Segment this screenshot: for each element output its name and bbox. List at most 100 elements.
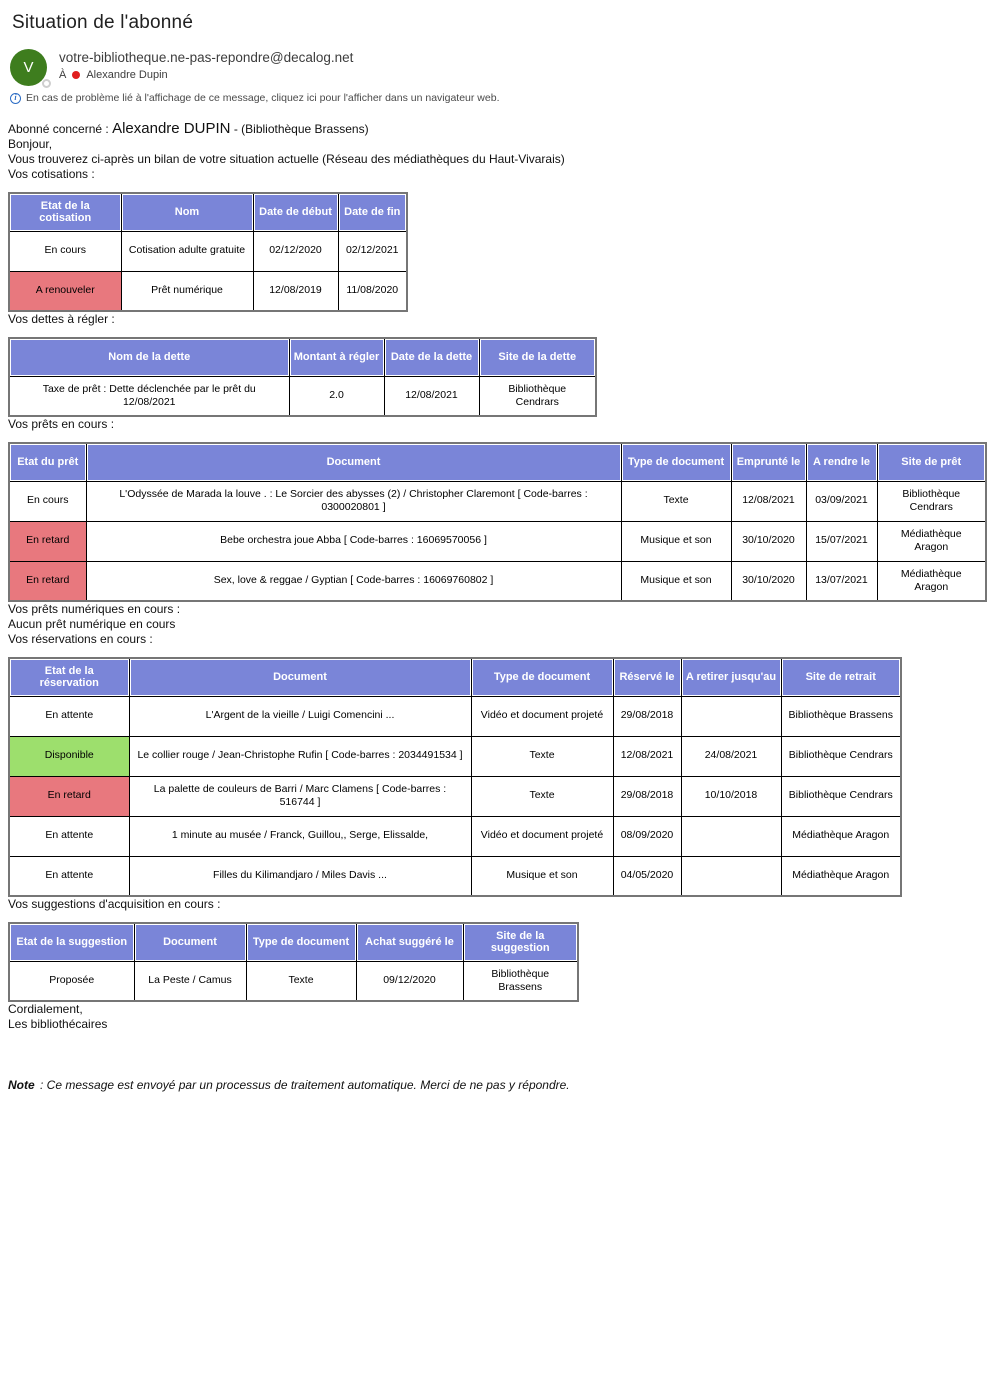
status-cell: Disponible xyxy=(8,735,130,777)
table-row: En retard La palette de couleurs de Barri… xyxy=(8,775,902,817)
prets-numeriques-empty: Aucun prêt numérique en cours xyxy=(8,617,176,631)
column-header: Emprunté le xyxy=(730,442,807,482)
column-header: Date de fin xyxy=(337,192,408,232)
table-row: Taxe de prêt : Dette déclenchée par le p… xyxy=(8,375,597,417)
table-cell: La Peste / Camus xyxy=(133,960,247,1002)
table-row: En cours L'Odyssée de Marada la louve . :… xyxy=(8,480,987,522)
table-cell: Médiathèque Aragon xyxy=(780,855,902,897)
column-header: Date de début xyxy=(252,192,339,232)
header-row: Etat de la réservation Document Type de do… xyxy=(8,657,902,697)
avatar-initial[interactable]: V xyxy=(10,49,47,86)
table-cell: Cotisation adulte gratuite xyxy=(120,230,254,272)
column-header: Site de la dette xyxy=(478,337,597,377)
greeting: Bonjour, xyxy=(8,137,53,151)
status-cell: En retard xyxy=(8,560,87,602)
table-row: En cours Cotisation adulte gratuite 02/12/… xyxy=(8,230,408,272)
column-header: Document xyxy=(128,657,472,697)
column-header: Réservé le xyxy=(612,657,682,697)
header-row: Etat de la cotisation Nom Date de début Dat… xyxy=(8,192,408,232)
table-cell: Bibliothèque Cendrars xyxy=(478,375,597,417)
column-header: Type de document xyxy=(470,657,614,697)
section-title-suggestions: Vos suggestions d'acquisition en cours : xyxy=(8,897,221,911)
table-cell: 08/09/2020 xyxy=(612,815,682,857)
sender-email[interactable]: votre-bibliotheque.ne-pas-repondre@decal… xyxy=(59,50,354,65)
to-label: À xyxy=(59,69,67,81)
table-cell: Texte xyxy=(245,960,357,1002)
column-header: Nom xyxy=(120,192,254,232)
column-header: A rendre le xyxy=(805,442,878,482)
table-cell: 15/07/2021 xyxy=(805,520,878,562)
table-cell: Filles du Kilimandjaro / Miles Davis ... xyxy=(128,855,472,897)
table-cell: Texte xyxy=(470,775,614,817)
view-in-browser-banner[interactable]: i En cas de problème lié à l'affichage d… xyxy=(10,92,990,104)
table-row: En attente Filles du Kilimandjaro / Miles… xyxy=(8,855,902,897)
suggestions-table: Etat de la suggestion Document Type de doc… xyxy=(8,922,579,1002)
table-row: En attente 1 minute au musée / Franck, Gu… xyxy=(8,815,902,857)
subscriber-name: Alexandre DUPIN xyxy=(112,120,231,137)
intro-text: Vous trouverez ci-après un bilan de votr… xyxy=(8,152,565,166)
table-cell: Bibliothèque Cendrars xyxy=(780,775,902,817)
table-cell: 30/10/2020 xyxy=(730,520,807,562)
prets-table: Etat du prêt Document Type de document Empr… xyxy=(8,442,987,602)
table-cell: Sex, love & reggae / Gyptian [ Code-barr… xyxy=(85,560,622,602)
column-header: A retirer jusqu'au xyxy=(680,657,782,697)
table-cell: 2.0 xyxy=(288,375,385,417)
column-header: Document xyxy=(133,922,247,962)
recipient-name[interactable]: Alexandre Dupin xyxy=(86,69,168,81)
table-cell: 29/08/2018 xyxy=(612,695,682,737)
table-cell: L'Argent de la vieille / Luigi Comencini… xyxy=(128,695,472,737)
info-icon: i xyxy=(10,92,21,104)
banner-text[interactable]: En cas de problème lié à l'affichage de … xyxy=(26,92,500,104)
table-cell: Bibliothèque Cendrars xyxy=(780,735,902,777)
table-cell: Prêt numérique xyxy=(120,270,254,312)
table-cell: 10/10/2018 xyxy=(680,775,782,817)
table-row: Proposée La Peste / Camus Texte 09/12/2020 B… xyxy=(8,960,579,1002)
sender-avatar[interactable]: V xyxy=(10,49,51,88)
email-subject: Situation de l'abonné xyxy=(12,12,194,33)
table-row: En retard Bebe orchestra joue Abba [ Code… xyxy=(8,520,987,562)
status-cell: A renouveler xyxy=(8,270,122,312)
table-cell: 30/10/2020 xyxy=(730,560,807,602)
section-title-prets: Vos prêts en cours : xyxy=(8,417,115,431)
note-label: Note xyxy=(8,1078,35,1092)
column-header: Date de la dette xyxy=(383,337,480,377)
status-cell: En attente xyxy=(8,855,130,897)
note-line: Note : Ce message est envoyé par un proc… xyxy=(8,1078,990,1092)
table-cell: 12/08/2019 xyxy=(252,270,339,312)
status-cell: En retard xyxy=(8,520,87,562)
table-row: En attente L'Argent de la vieille / Luigi… xyxy=(8,695,902,737)
table-cell: Texte xyxy=(620,480,732,522)
column-header: Etat du prêt xyxy=(8,442,87,482)
column-header: Etat de la suggestion xyxy=(8,922,135,962)
table-cell: 12/08/2021 xyxy=(383,375,480,417)
table-cell: 12/08/2021 xyxy=(612,735,682,777)
column-header: Type de document xyxy=(245,922,357,962)
table-row: Disponible Le collier rouge / Jean-Christ… xyxy=(8,735,902,777)
column-header: Nom de la dette xyxy=(8,337,290,377)
table-cell xyxy=(680,815,782,857)
table-cell: 13/07/2021 xyxy=(805,560,878,602)
column-header: Achat suggéré le xyxy=(355,922,464,962)
table-cell: Bibliothèque Brassens xyxy=(780,695,902,737)
column-header: Site de prêt xyxy=(876,442,987,482)
table-cell: 24/08/2021 xyxy=(680,735,782,777)
status-cell: Taxe de prêt : Dette déclenchée par le p… xyxy=(8,375,290,417)
column-header: Document xyxy=(85,442,622,482)
table-cell: Vidéo et document projeté xyxy=(470,695,614,737)
table-cell: 02/12/2020 xyxy=(252,230,339,272)
table-cell: 12/08/2021 xyxy=(730,480,807,522)
header-row: Nom de la dette Montant à régler Date de l… xyxy=(8,337,597,377)
column-header: Etat de la cotisation xyxy=(8,192,122,232)
table-cell xyxy=(680,695,782,737)
table-row: A renouveler Prêt numérique 12/08/2019 11/0… xyxy=(8,270,408,312)
table-cell: Bibliothèque Cendrars xyxy=(876,480,987,522)
column-header: Site de la suggestion xyxy=(462,922,579,962)
table-cell: 02/12/2021 xyxy=(337,230,408,272)
closing-line: Cordialement, xyxy=(8,1002,83,1016)
column-header: Etat de la réservation xyxy=(8,657,130,697)
header-row: Etat de la suggestion Document Type de doc… xyxy=(8,922,579,962)
table-cell: Musique et son xyxy=(620,560,732,602)
column-header: Type de document xyxy=(620,442,732,482)
table-cell: 09/12/2020 xyxy=(355,960,464,1002)
status-cell: En retard xyxy=(8,775,130,817)
